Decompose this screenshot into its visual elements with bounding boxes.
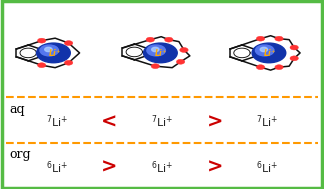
Text: $^{6}$Li$^{+}$: $^{6}$Li$^{+}$ (45, 159, 68, 176)
Circle shape (151, 64, 159, 69)
Circle shape (260, 47, 268, 52)
Text: Li$^{+}$: Li$^{+}$ (155, 48, 168, 59)
Circle shape (252, 43, 286, 63)
Text: >: > (101, 158, 117, 177)
Circle shape (165, 37, 173, 42)
Circle shape (256, 36, 265, 41)
Circle shape (147, 45, 166, 56)
Circle shape (38, 63, 46, 68)
Text: $^{7}$Li$^{+}$: $^{7}$Li$^{+}$ (256, 114, 279, 130)
Circle shape (176, 59, 185, 64)
Text: <: < (101, 112, 117, 131)
Circle shape (180, 47, 188, 52)
Circle shape (64, 60, 73, 65)
Text: Li$^{+}$: Li$^{+}$ (263, 48, 276, 59)
Circle shape (275, 65, 283, 70)
Text: >: > (207, 112, 223, 131)
Text: $^{6}$Li$^{+}$: $^{6}$Li$^{+}$ (256, 159, 279, 176)
Circle shape (45, 47, 52, 52)
Circle shape (64, 41, 73, 46)
Circle shape (37, 43, 70, 63)
Text: $^{7}$Li$^{+}$: $^{7}$Li$^{+}$ (45, 114, 68, 130)
Circle shape (152, 47, 159, 52)
Text: aq: aq (10, 103, 25, 116)
Circle shape (275, 36, 283, 41)
Circle shape (256, 65, 265, 70)
Circle shape (290, 45, 298, 50)
Circle shape (38, 38, 46, 43)
Text: >: > (207, 158, 223, 177)
Text: org: org (10, 148, 31, 161)
Text: $^{6}$Li$^{+}$: $^{6}$Li$^{+}$ (151, 159, 173, 176)
Circle shape (144, 43, 177, 63)
Circle shape (290, 56, 298, 61)
Circle shape (255, 45, 274, 56)
Text: $^{7}$Li$^{+}$: $^{7}$Li$^{+}$ (151, 114, 173, 130)
Circle shape (40, 45, 59, 56)
Circle shape (146, 37, 155, 42)
Text: Li$^{+}$: Li$^{+}$ (48, 48, 61, 59)
